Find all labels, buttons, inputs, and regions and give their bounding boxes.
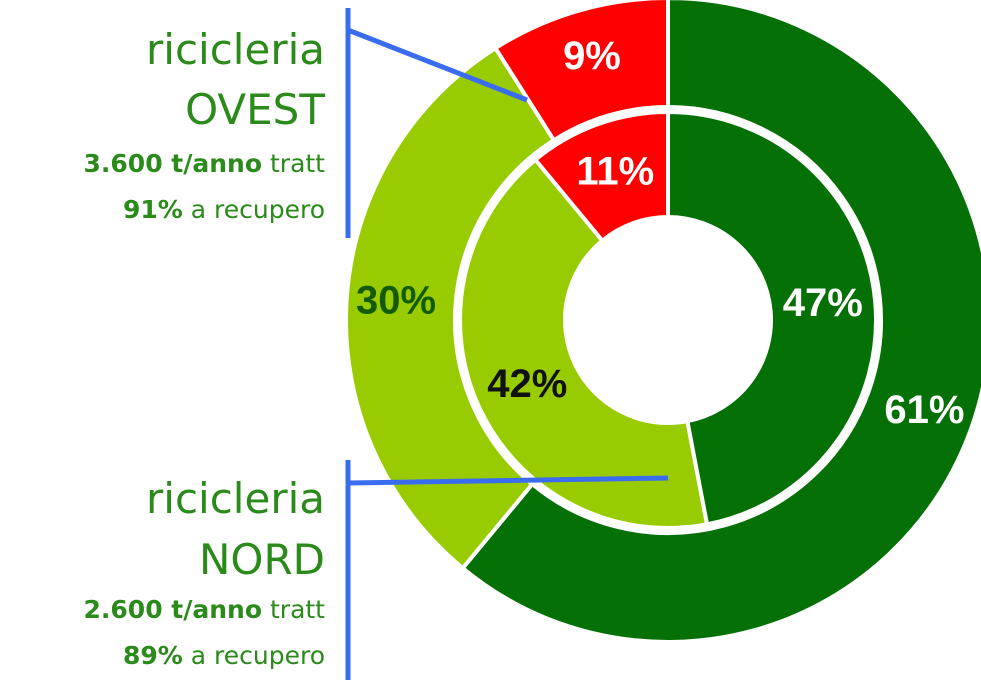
annotation-title: ricicleria: [146, 474, 325, 523]
annotation-title: ricicleria: [146, 25, 325, 74]
rate: 91%: [123, 195, 183, 224]
amount: 3.600 t/anno: [84, 149, 263, 178]
donut-segment: [532, 109, 670, 244]
annotation-ovest: ricicleria OVEST 3.600 t/anno tratt 91% …: [84, 25, 326, 224]
annotation-amount: 3.600 t/anno tratt: [84, 149, 326, 178]
donut-segment: [666, 109, 878, 527]
data-label: 61%: [884, 388, 964, 432]
callout-ovest: [345, 8, 528, 238]
callout-line: [347, 475, 669, 486]
annotation-subtitle: OVEST: [185, 85, 325, 134]
donut-segment: [459, 0, 981, 644]
donut-segment: [458, 156, 710, 530]
data-label: 47%: [783, 281, 863, 325]
callout-nord: [345, 460, 669, 680]
donut-segment: [344, 45, 557, 571]
data-label: 9%: [563, 34, 621, 78]
annotation-amount: 2.600 t/anno tratt: [84, 595, 326, 624]
data-label: 30%: [356, 278, 436, 322]
amount: 2.600 t/anno: [84, 595, 263, 624]
rate-suffix: a recupero: [191, 195, 325, 224]
amount-suffix: tratt: [270, 149, 325, 178]
annotation-rate: 91% a recupero: [123, 195, 325, 224]
annotation-nord: ricicleria NORD 2.600 t/anno tratt 89% a…: [84, 474, 326, 670]
rate: 89%: [123, 641, 183, 670]
data-label: 11%: [576, 149, 654, 193]
donut-segment: [492, 0, 670, 143]
rate-suffix: a recupero: [191, 641, 325, 670]
annotation-subtitle: NORD: [199, 535, 325, 584]
rings: 61% 30% 9% 47% 42% 11%: [344, 0, 981, 644]
amount-suffix: tratt: [270, 595, 325, 624]
callout-line: [347, 27, 528, 103]
annotation-rate: 89% a recupero: [123, 641, 325, 670]
data-label: 42%: [487, 362, 567, 406]
